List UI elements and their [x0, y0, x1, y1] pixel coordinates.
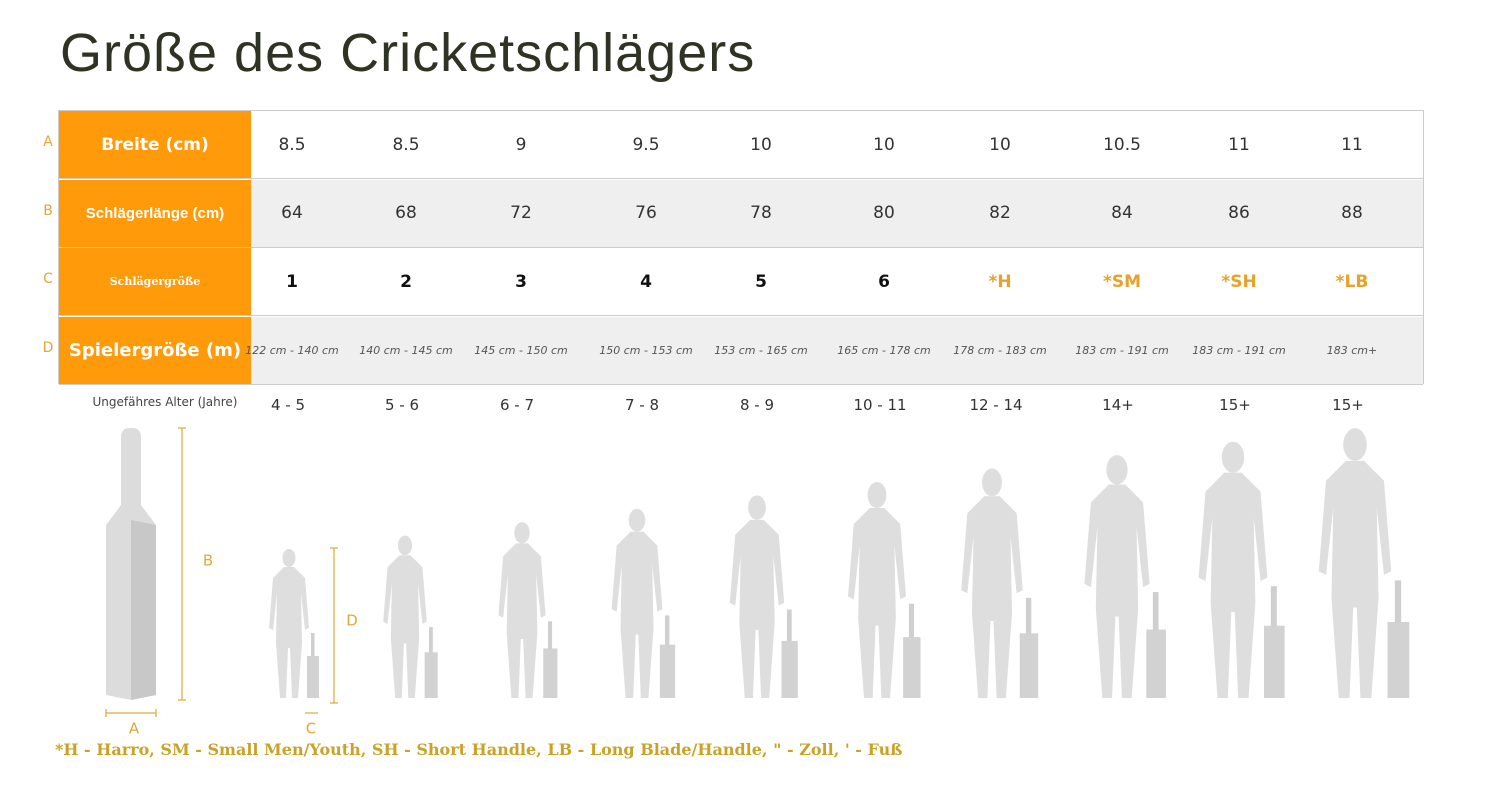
- table-cell: *LB: [1335, 271, 1369, 292]
- table-cell: 11: [1228, 134, 1250, 155]
- table-cell: 3: [515, 271, 527, 292]
- table-cell: 165 cm - 178 cm: [837, 343, 931, 357]
- table-cell: 2: [400, 271, 412, 292]
- dim-label-b: B: [203, 552, 213, 570]
- big-bat: [106, 428, 156, 700]
- player-figure: [383, 535, 438, 698]
- table-cell: 10: [989, 134, 1011, 155]
- row-letter: D: [42, 339, 54, 356]
- player-figure: [498, 522, 558, 698]
- table-cell: 183 cm+: [1326, 343, 1378, 357]
- player-figure: [1318, 428, 1410, 698]
- row-label: Schlägergröße: [59, 248, 251, 315]
- table-cell: 68: [395, 203, 417, 223]
- title: Größe des Cricketschlägers: [60, 23, 756, 83]
- table-cell: 6: [878, 271, 890, 292]
- age-value: 8 - 9: [739, 396, 775, 414]
- table-cell: 11: [1341, 134, 1363, 155]
- table-cell: 8.5: [278, 134, 306, 155]
- size-table: Breite (cm) 8.5 8.5 9 9.5 10 10 10 10.5 11 11 Schlä…: [58, 110, 1424, 385]
- table-cell: 10: [750, 134, 772, 155]
- table-row: Schlägergröße 1 2 3 4 5 6 *H *SM *SH *LB: [59, 248, 1423, 316]
- age-value: 15+: [1332, 396, 1364, 414]
- player-figure: [961, 468, 1039, 698]
- table-cell: 140 cm - 145 cm: [359, 343, 453, 357]
- player-figure: [729, 495, 798, 698]
- player-figure: [1084, 455, 1166, 698]
- table-cell: 5: [755, 271, 767, 292]
- table-cell: *SM: [1102, 271, 1142, 292]
- age-value: 14+: [1102, 396, 1134, 414]
- row-label: Schlägerlänge (cm): [59, 179, 251, 247]
- age-value: 12 - 14: [969, 396, 1023, 414]
- figures: [269, 428, 1410, 698]
- table-cell: 82: [989, 203, 1011, 223]
- dim-label-a: A: [129, 720, 140, 738]
- table-cell: *H: [988, 271, 1012, 292]
- footnote: *H - Harro, SM - Small Men/Youth, SH - S…: [55, 740, 903, 759]
- age-value: 7 - 8: [624, 396, 660, 414]
- row-label: Breite (cm): [59, 111, 251, 178]
- player-figure: [1198, 441, 1285, 698]
- table-row: Spielergröße (m) 122 cm - 140 cm 140 cm - …: [59, 316, 1423, 385]
- row-letter: A: [43, 134, 53, 150]
- player-figure: [848, 481, 921, 698]
- table-cell: 183 cm - 191 cm: [1192, 343, 1286, 357]
- dimension-lines: [105, 427, 338, 717]
- table-cell: 84: [1111, 203, 1133, 223]
- table-cell: 64: [281, 203, 303, 223]
- age-value: 4 - 5: [270, 396, 306, 414]
- age-value: 5 - 6: [384, 396, 420, 414]
- table-cell: 88: [1341, 203, 1363, 223]
- table-cell: 78: [750, 203, 772, 223]
- age-value: 6 - 7: [499, 396, 535, 414]
- table-cell: 72: [510, 203, 532, 223]
- dim-label-c: C: [306, 720, 316, 738]
- table-cell: 183 cm - 191 cm: [1075, 343, 1169, 357]
- table-row: Schlägerlänge (cm) 64 68 72 76 78 80 82 84 86 88: [59, 179, 1423, 248]
- table-cell: 178 cm - 183 cm: [953, 343, 1047, 357]
- table-cell: 76: [635, 203, 657, 223]
- table-cell: 9: [515, 134, 527, 155]
- table-cell: 80: [873, 203, 895, 223]
- table-cell: 150 cm - 153 cm: [599, 343, 693, 357]
- row-letter: B: [43, 202, 53, 219]
- table-cell: 153 cm - 165 cm: [714, 343, 808, 357]
- table-cell: 10.5: [1103, 134, 1141, 155]
- age-label: Ungefähres Alter (Jahre): [92, 395, 238, 409]
- age-value: 15+: [1219, 396, 1251, 414]
- dim-label-d: D: [346, 612, 358, 630]
- player-figure: [269, 549, 319, 698]
- row-letter: C: [43, 271, 53, 287]
- age-value: 10 - 11: [853, 396, 907, 414]
- row-label: Spielergröße (m): [59, 316, 251, 384]
- table-cell: 1: [286, 271, 298, 292]
- table-cell: 122 cm - 140 cm: [245, 343, 339, 357]
- player-figure: [611, 508, 676, 698]
- table-cell: *SH: [1221, 271, 1257, 292]
- table-row: Breite (cm) 8.5 8.5 9 9.5 10 10 10 10.5 11 11: [59, 111, 1423, 179]
- table-cell: 8.5: [392, 134, 420, 155]
- table-cell: 10: [873, 134, 895, 155]
- table-cell: 9.5: [632, 134, 660, 155]
- table-cell: 145 cm - 150 cm: [474, 343, 568, 357]
- table-cell: 4: [640, 271, 652, 292]
- table-cell: 86: [1228, 203, 1250, 223]
